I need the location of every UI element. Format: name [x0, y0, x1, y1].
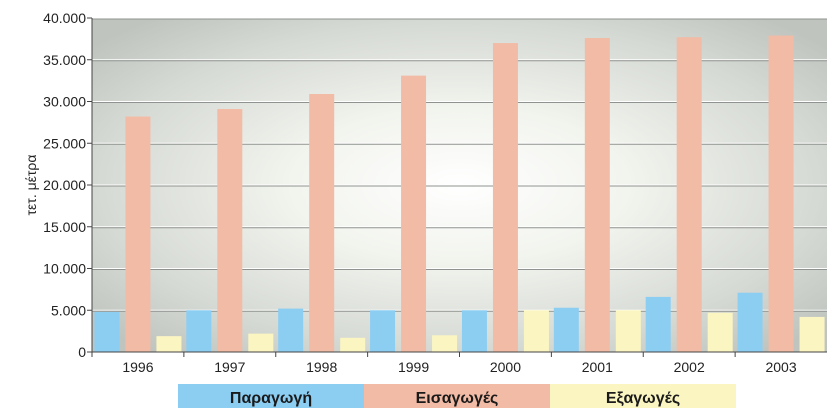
bar — [432, 335, 458, 352]
bar — [523, 310, 549, 352]
bar — [584, 38, 610, 352]
x-tick-label: 1998 — [306, 359, 337, 375]
bar — [278, 308, 304, 352]
y-tick-label: 30.000 — [43, 94, 86, 110]
bars — [94, 35, 825, 353]
bar — [340, 337, 366, 352]
x-tick-label: 1996 — [122, 359, 153, 375]
bar — [217, 109, 243, 352]
bar — [737, 292, 763, 352]
y-axis-title: τετ. μέτρα — [23, 155, 39, 216]
bar — [707, 312, 733, 352]
bar — [370, 310, 396, 352]
bar — [645, 296, 671, 352]
bar — [553, 307, 579, 352]
bar — [248, 333, 274, 352]
bar — [309, 93, 335, 353]
bar — [492, 43, 518, 353]
bar — [125, 116, 151, 352]
gridlines — [92, 17, 827, 312]
x-tick-label: 2003 — [765, 359, 796, 375]
x-tick-label: 2000 — [490, 359, 521, 375]
x-tick-label: 1999 — [398, 359, 429, 375]
y-tick-label: 20.000 — [43, 177, 86, 193]
y-tick-label: 0 — [78, 344, 86, 360]
bar — [94, 311, 120, 352]
y-tick-label: 25.000 — [43, 135, 86, 151]
x-tick-label: 2001 — [582, 359, 613, 375]
y-tick-label: 40.000 — [43, 10, 86, 26]
bar — [401, 75, 427, 353]
x-tick-label: 2002 — [674, 359, 705, 375]
y-tick-label: 5.000 — [51, 302, 86, 318]
bar — [676, 37, 702, 353]
legend-label: Παραγωγή — [230, 390, 312, 407]
axes: 0 5.000 10.000 15.000 20.000 25.000 30.000 35.0… — [43, 10, 827, 375]
x-tick-label: 1997 — [214, 359, 245, 375]
legend: Παραγωγή Εισαγωγές Εξαγωγές — [178, 384, 736, 408]
y-tick-label: 15.000 — [43, 219, 86, 235]
bar — [461, 310, 487, 352]
y-tick-label: 10.000 — [43, 261, 86, 277]
bar — [799, 316, 825, 352]
legend-swatch — [364, 384, 550, 408]
legend-label: Εισαγωγές — [416, 390, 499, 407]
y-tick-label: 35.000 — [43, 52, 86, 68]
legend-swatch — [550, 384, 736, 408]
bar — [186, 310, 212, 352]
legend-label: Εξαγωγές — [606, 390, 680, 407]
bar — [156, 336, 182, 352]
legend-swatch — [178, 384, 364, 408]
bar — [615, 310, 641, 352]
bar — [768, 35, 794, 352]
